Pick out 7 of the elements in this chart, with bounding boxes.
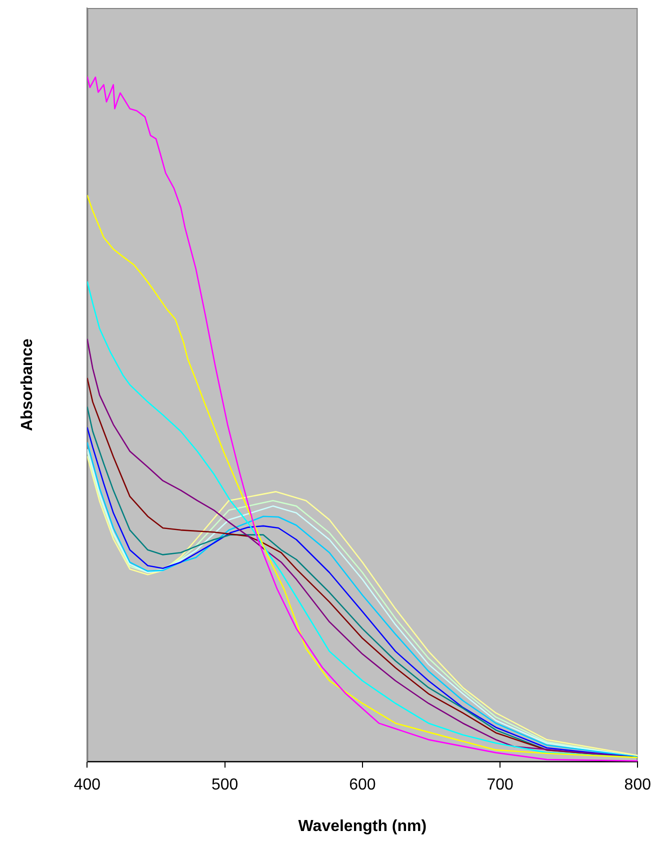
x-axis-title: Wavelength (nm) [298,818,427,835]
x-tick-label: 500 [211,776,238,794]
y-axis-title: Absorbance [19,338,36,432]
x-tick-label: 800 [624,776,652,794]
x-tick-label: 600 [349,776,376,794]
x-tick-label: 400 [74,776,101,794]
x-tick-label: 700 [486,776,514,794]
